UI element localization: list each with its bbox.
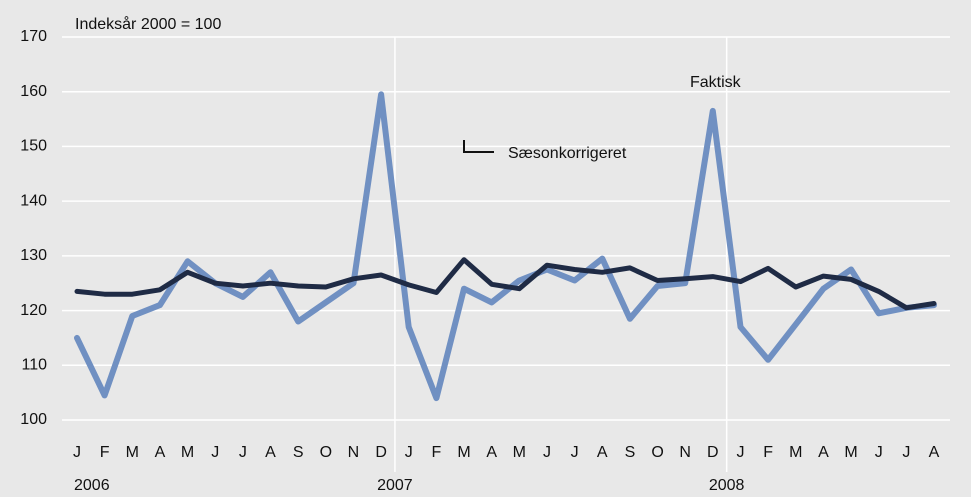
y-tick-label: 160 [20, 83, 47, 100]
x-tick-label: J [736, 444, 744, 461]
x-tick-label: A [486, 444, 497, 461]
x-tick-label: J [902, 444, 910, 461]
x-tick-label: J [239, 444, 247, 461]
x-tick-label: N [348, 444, 360, 461]
x-tick-label: D [375, 444, 387, 461]
year-label: 2006 [74, 477, 110, 494]
x-tick-label: J [73, 444, 81, 461]
chart-title: Indeksår 2000 = 100 [75, 15, 221, 33]
x-tick-label: A [265, 444, 276, 461]
x-tick-label: J [405, 444, 413, 461]
x-tick-label: F [763, 444, 773, 461]
x-tick-label: M [457, 444, 470, 461]
x-tick-label: M [181, 444, 194, 461]
x-tick-label: J [211, 444, 219, 461]
series-label: Sæsonkorrigeret [508, 145, 627, 162]
y-tick-label: 110 [21, 357, 47, 374]
x-tick-label: J [571, 444, 579, 461]
lines [74, 91, 937, 402]
x-tick-label: D [707, 444, 719, 461]
x-tick-label: O [651, 444, 663, 461]
x-tick-label: F [100, 444, 110, 461]
x-tick-label: M [126, 444, 139, 461]
x-tick-label: J [543, 444, 551, 461]
year-label: 2007 [377, 477, 413, 494]
y-tick-label: 130 [20, 247, 47, 264]
y-tick-label: 170 [20, 28, 47, 45]
x-tick-label: M [844, 444, 857, 461]
x-tick-label: S [625, 444, 636, 461]
y-tick-label: 100 [20, 411, 47, 428]
x-tick-label: A [818, 444, 829, 461]
x-tick-label: M [513, 444, 526, 461]
x-tick-label: J [875, 444, 883, 461]
x-tick-label: F [431, 444, 441, 461]
year-label: 2008 [709, 477, 745, 494]
y-tick-label: 150 [20, 138, 47, 155]
x-tick-label: S [293, 444, 304, 461]
x-tick-label: A [155, 444, 166, 461]
x-tick-label: N [679, 444, 691, 461]
annotation-leader [463, 140, 494, 153]
series-line [74, 257, 937, 311]
y-tick-label: 120 [20, 302, 47, 319]
series-label: Faktisk [690, 74, 742, 91]
x-tick-label: A [929, 444, 940, 461]
y-tick-label: 140 [20, 192, 47, 209]
x-tick-label: A [597, 444, 608, 461]
grid [62, 36, 950, 472]
x-tick-label: O [320, 444, 332, 461]
x-tick-label: M [789, 444, 802, 461]
